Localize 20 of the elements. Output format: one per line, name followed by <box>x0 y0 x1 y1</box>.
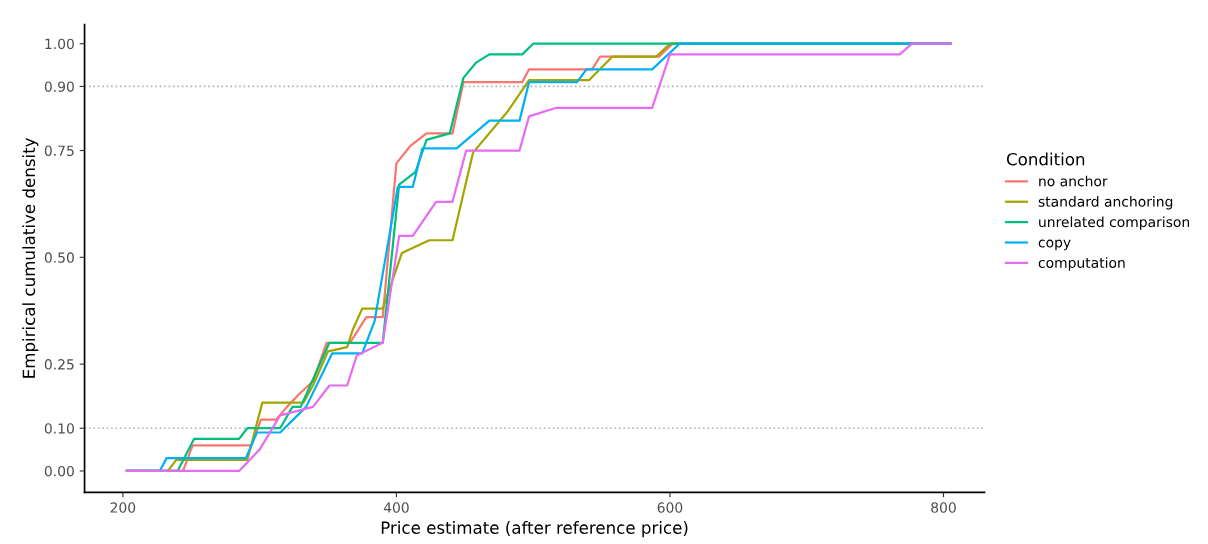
legend-title: Condition <box>1006 152 1085 166</box>
y-tick-label: 0.10 <box>44 423 74 434</box>
y-axis-title: Empirical cumulative density <box>22 137 39 378</box>
y-tick-label: 0.90 <box>44 81 74 92</box>
y-tick-label: 1.00 <box>45 38 74 50</box>
x-tick-label: 200 <box>110 502 136 513</box>
x-tick-label: 400 <box>383 502 409 513</box>
x-axis-title: Price estimate (after reference price) <box>381 521 688 538</box>
line-series <box>125 42 952 473</box>
x-tick-label: 800 <box>931 502 956 513</box>
legend-label: unrelated comparison <box>1039 216 1190 230</box>
y-tick-label: 0.75 <box>44 145 74 156</box>
legend-label: copy <box>1038 239 1071 251</box>
y-tick-label: 0.25 <box>44 359 74 370</box>
y-tick-label: 0.00 <box>44 465 74 477</box>
legend-label: no anchor <box>1039 175 1108 187</box>
legend-label: standard anchoring <box>1038 196 1173 210</box>
x-tick-label: 600 <box>657 502 683 513</box>
legend-label: computation <box>1038 257 1125 271</box>
y-tick-label: 0.50 <box>44 252 74 263</box>
